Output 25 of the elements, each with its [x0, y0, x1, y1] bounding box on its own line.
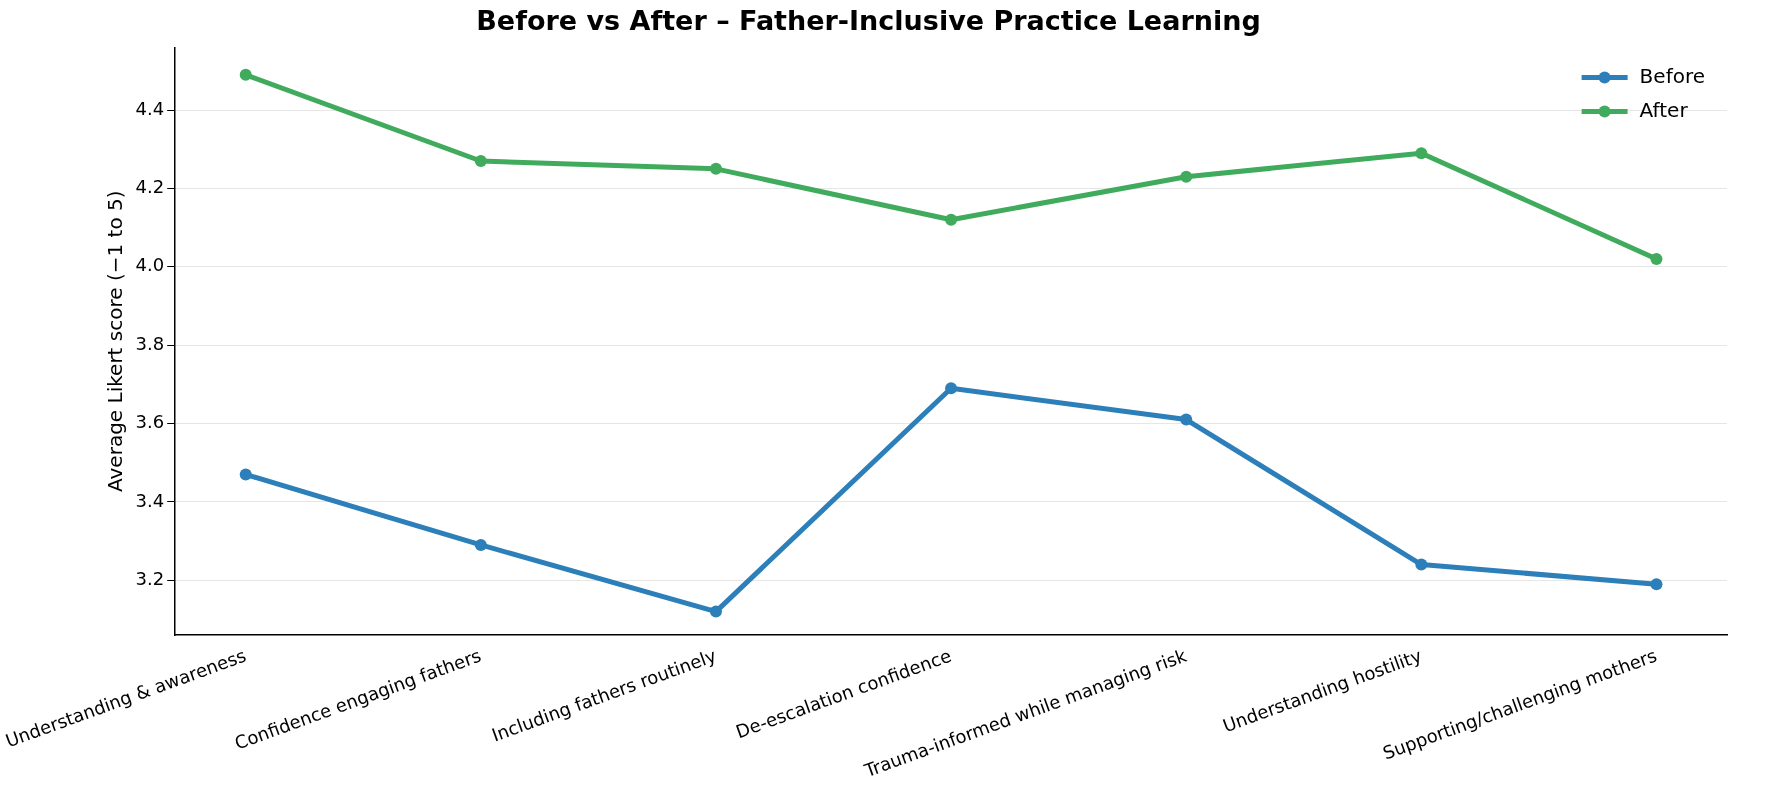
point [239, 468, 252, 481]
y-tick-label: 4.4 [135, 97, 165, 119]
point [474, 538, 487, 551]
y-axis-title: Average Likert score (−1 to 5) [102, 190, 127, 492]
chart-title: Before vs After – Father-Inclusive Practice Learning [476, 5, 1261, 37]
y-tick-label: 3.6 [135, 411, 165, 433]
point [1415, 558, 1428, 571]
y-tick-label: 3.2 [135, 567, 165, 589]
point [239, 68, 252, 81]
point [1180, 170, 1193, 183]
y-tick-label: 4.0 [135, 254, 165, 276]
point [709, 605, 722, 618]
y-tick-label: 3.4 [135, 489, 165, 511]
point [1650, 578, 1663, 591]
point [945, 382, 958, 395]
legend-label: Before [1639, 63, 1705, 88]
point [474, 155, 487, 168]
point [1650, 252, 1663, 265]
legend-label: After [1639, 97, 1689, 122]
point [709, 162, 722, 175]
point [945, 213, 958, 226]
point [1180, 413, 1193, 426]
y-tick-label: 3.8 [135, 332, 165, 354]
y-tick-label: 4.2 [135, 176, 165, 198]
point [1415, 147, 1428, 160]
